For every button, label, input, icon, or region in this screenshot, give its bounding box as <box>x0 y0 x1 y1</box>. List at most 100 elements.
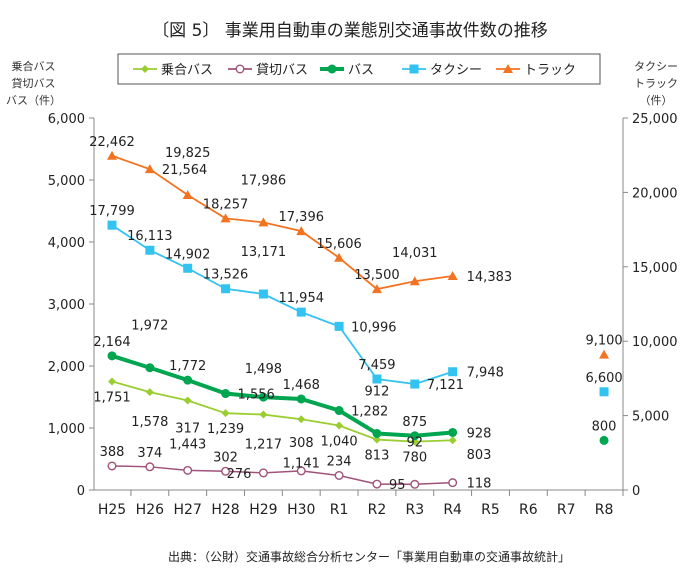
data-label: 19,825 <box>165 146 211 161</box>
series-line-2 <box>111 353 453 438</box>
data-point-1 <box>258 468 268 478</box>
data-label: 1,443 <box>169 438 206 453</box>
right-tick-label: 10,000 <box>632 335 678 350</box>
data-label: 374 <box>137 446 162 461</box>
data-point-2 <box>448 427 458 437</box>
left-tick-label: 1,000 <box>48 422 85 437</box>
right-tick-label: 5,000 <box>632 410 669 425</box>
data-label: 1,972 <box>131 319 168 334</box>
x-tick-label: R8 <box>595 502 614 518</box>
left-tick-label: 6,000 <box>48 112 85 127</box>
data-point-4 <box>599 349 610 359</box>
x-tick-label: H29 <box>249 502 277 518</box>
legend-swatch-marker <box>409 64 419 74</box>
x-tick-label: R6 <box>519 502 538 518</box>
data-point-0 <box>221 409 230 418</box>
right-axis-title-line: タクシー <box>634 60 678 73</box>
data-label: 1,141 <box>283 456 320 471</box>
left-axis-title-line: 乗合バス <box>11 60 56 73</box>
data-label: 317 <box>175 421 200 436</box>
data-label: 17,799 <box>89 204 135 219</box>
data-label: 14,902 <box>165 247 211 262</box>
legend-label: タクシー <box>430 63 482 78</box>
x-tick-label: H28 <box>211 502 239 518</box>
left-tick-label: 3,000 <box>48 298 85 313</box>
x-tick-label: R4 <box>443 502 462 518</box>
data-point-2 <box>145 363 155 373</box>
data-label: 1,578 <box>131 415 168 430</box>
data-label: 800 <box>592 419 617 434</box>
left-tick-label: 0 <box>77 484 85 499</box>
data-point-4 <box>409 276 420 286</box>
data-label: 15,606 <box>316 237 362 252</box>
data-point-2 <box>221 389 231 399</box>
data-label: 17,396 <box>279 210 325 225</box>
data-label: 875 <box>402 415 427 430</box>
data-label: 14,383 <box>467 270 513 285</box>
data-point-1 <box>410 479 420 489</box>
x-tick-label: R5 <box>481 502 500 518</box>
data-point-0 <box>297 415 306 424</box>
data-point-4 <box>220 213 231 223</box>
data-label: 7,121 <box>427 378 464 393</box>
data-point-2 <box>183 375 193 385</box>
data-label: 1,040 <box>320 435 357 450</box>
data-label: 803 <box>467 448 492 463</box>
data-label: 13,500 <box>354 268 400 283</box>
data-point-3 <box>258 289 268 299</box>
data-point-3 <box>372 374 382 384</box>
data-label: 1,217 <box>245 438 282 453</box>
right-tick-label: 15,000 <box>632 261 678 276</box>
legend-swatch-marker <box>327 64 337 74</box>
left-axis-title: 乗合バス 貸切バス バス（件） <box>6 58 61 109</box>
left-axis-title-line: 貸切バス <box>11 77 56 90</box>
source-note: 出典：（公財）交通事故総合分析センター「事業用自動車の交通事故統計」 <box>168 550 571 564</box>
data-point-2 <box>107 351 117 361</box>
data-point-1 <box>296 466 306 476</box>
data-label: 308 <box>289 436 314 451</box>
series-line-0 <box>111 380 453 443</box>
left-tick-label: 4,000 <box>48 236 85 251</box>
data-point-3 <box>448 367 458 377</box>
data-label: 234 <box>327 454 352 469</box>
x-tick-label: R1 <box>330 502 349 518</box>
right-axis-title-line: トラック <box>634 77 678 90</box>
legend-label: 乗合バス <box>161 63 213 78</box>
x-tick-label: H26 <box>136 502 164 518</box>
data-label: 912 <box>365 384 390 399</box>
data-point-0 <box>145 388 154 397</box>
data-point-3 <box>221 284 231 294</box>
x-tick-label: R7 <box>557 502 576 518</box>
data-label: 388 <box>100 445 125 460</box>
data-point-4 <box>182 190 193 200</box>
data-point-4 <box>334 252 345 262</box>
data-point-1 <box>107 461 117 471</box>
data-label: 95 <box>389 478 406 493</box>
data-label: 1,751 <box>93 390 130 405</box>
right-axis-title: タクシー トラック （件） <box>634 58 678 109</box>
data-label: 13,171 <box>241 245 287 260</box>
data-label: 1,772 <box>169 359 206 374</box>
x-tick-label: H27 <box>174 502 202 518</box>
data-label: 92 <box>407 435 424 450</box>
data-point-4 <box>296 226 307 236</box>
data-label: 928 <box>467 426 492 441</box>
right-axis-title-line: （件） <box>639 94 673 107</box>
series-line-3 <box>111 224 453 385</box>
data-label: 6,600 <box>585 371 622 386</box>
data-point-3 <box>599 387 609 397</box>
right-tick-label: 25,000 <box>632 112 678 127</box>
data-label: 7,459 <box>358 358 395 373</box>
legend-swatch-marker <box>235 64 245 74</box>
x-tick-label: H25 <box>98 502 126 518</box>
right-tick-label: 0 <box>632 484 640 499</box>
data-label: 10,996 <box>351 320 397 335</box>
data-point-1 <box>372 479 382 489</box>
legend-label: トラック <box>524 63 576 78</box>
data-label: 18,257 <box>203 197 249 212</box>
data-point-1 <box>334 470 344 480</box>
series-line-4 <box>111 154 453 291</box>
data-point-4 <box>447 270 458 280</box>
